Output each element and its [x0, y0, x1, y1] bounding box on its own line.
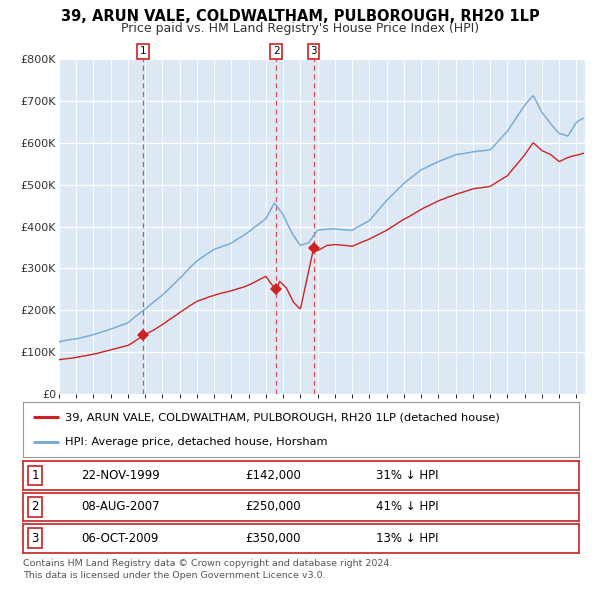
- Text: £142,000: £142,000: [245, 469, 301, 482]
- Text: 22-NOV-1999: 22-NOV-1999: [81, 469, 160, 482]
- Text: 3: 3: [31, 532, 39, 545]
- Text: 06-OCT-2009: 06-OCT-2009: [81, 532, 158, 545]
- Text: 2: 2: [273, 47, 280, 56]
- Text: 1: 1: [140, 47, 146, 56]
- Text: £250,000: £250,000: [245, 500, 301, 513]
- Text: £350,000: £350,000: [245, 532, 301, 545]
- Text: 13% ↓ HPI: 13% ↓ HPI: [376, 532, 439, 545]
- Text: 1: 1: [31, 469, 39, 482]
- Text: 39, ARUN VALE, COLDWALTHAM, PULBOROUGH, RH20 1LP: 39, ARUN VALE, COLDWALTHAM, PULBOROUGH, …: [61, 9, 539, 24]
- Text: 08-AUG-2007: 08-AUG-2007: [81, 500, 160, 513]
- Text: 31% ↓ HPI: 31% ↓ HPI: [376, 469, 439, 482]
- Text: 39, ARUN VALE, COLDWALTHAM, PULBOROUGH, RH20 1LP (detached house): 39, ARUN VALE, COLDWALTHAM, PULBOROUGH, …: [65, 412, 499, 422]
- Text: HPI: Average price, detached house, Horsham: HPI: Average price, detached house, Hors…: [65, 437, 327, 447]
- Text: Price paid vs. HM Land Registry's House Price Index (HPI): Price paid vs. HM Land Registry's House …: [121, 22, 479, 35]
- Text: 3: 3: [310, 47, 317, 56]
- Text: 2: 2: [31, 500, 39, 513]
- Text: 41% ↓ HPI: 41% ↓ HPI: [376, 500, 439, 513]
- Text: Contains HM Land Registry data © Crown copyright and database right 2024.
This d: Contains HM Land Registry data © Crown c…: [23, 559, 392, 580]
